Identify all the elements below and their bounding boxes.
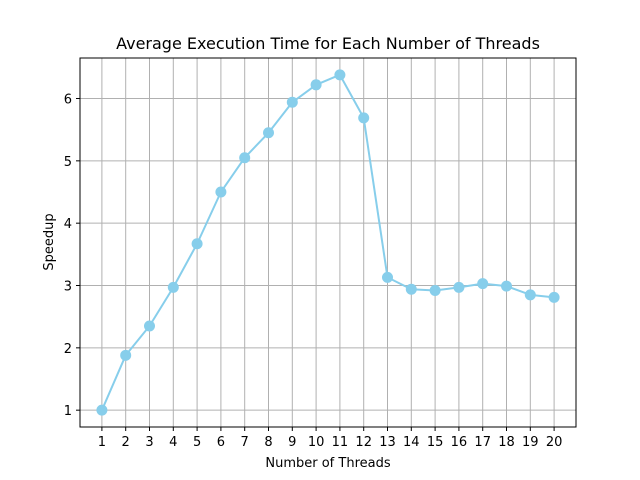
x-tick-label: 10 xyxy=(308,435,325,450)
x-tick-label: 2 xyxy=(122,435,130,450)
y-axis-label: Speedup xyxy=(42,213,57,270)
x-tick-label: 7 xyxy=(241,435,249,450)
data-point xyxy=(453,281,465,293)
y-tick-label: 2 xyxy=(64,342,72,357)
x-tick-label: 1 xyxy=(98,435,106,450)
data-point xyxy=(239,152,251,164)
data-point xyxy=(501,280,513,292)
x-axis-label: Number of Threads xyxy=(265,456,390,471)
data-point xyxy=(334,69,346,81)
data-point xyxy=(167,281,179,293)
x-axis: 1 2 3 4 5 6 7 8 9 10 11 12 13 14 15 16 17 18 19 20 xyxy=(98,427,563,450)
x-tick-label: 6 xyxy=(217,435,225,450)
data-point xyxy=(548,291,560,303)
data-point xyxy=(429,284,441,296)
data-point xyxy=(310,79,322,91)
x-tick-label: 15 xyxy=(427,435,444,450)
data-point xyxy=(405,283,417,295)
y-tick-label: 5 xyxy=(64,155,72,170)
data-point xyxy=(382,271,394,283)
y-tick-label: 1 xyxy=(64,404,72,419)
data-point xyxy=(524,289,536,301)
y-tick-label: 4 xyxy=(64,217,72,232)
x-tick-label: 12 xyxy=(355,435,372,450)
data-point xyxy=(120,349,132,361)
x-tick-label: 4 xyxy=(169,435,177,450)
data-point xyxy=(262,127,274,139)
series-layer xyxy=(96,69,560,416)
x-tick-label: 3 xyxy=(145,435,153,450)
y-tick-label: 3 xyxy=(64,280,72,295)
x-tick-label: 16 xyxy=(451,435,468,450)
x-tick-label: 18 xyxy=(498,435,515,450)
x-tick-label: 14 xyxy=(403,435,420,450)
data-point xyxy=(215,186,227,198)
x-tick-label: 17 xyxy=(474,435,491,450)
x-tick-label: 11 xyxy=(332,435,349,450)
chart-title: Average Execution Time for Each Number o… xyxy=(116,34,540,53)
data-point xyxy=(143,320,155,332)
y-tick-label: 6 xyxy=(64,93,72,108)
data-point xyxy=(191,238,203,250)
x-tick-label: 20 xyxy=(546,435,563,450)
x-tick-label: 5 xyxy=(193,435,201,450)
data-point xyxy=(96,404,108,416)
data-point xyxy=(358,112,370,124)
data-point xyxy=(477,278,489,290)
x-tick-label: 9 xyxy=(288,435,296,450)
data-point xyxy=(286,96,298,108)
y-axis: 1 2 3 4 5 6 xyxy=(64,93,80,419)
x-tick-label: 13 xyxy=(379,435,396,450)
plot-frame xyxy=(79,57,577,428)
x-tick-label: 19 xyxy=(522,435,539,450)
x-tick-label: 8 xyxy=(264,435,272,450)
